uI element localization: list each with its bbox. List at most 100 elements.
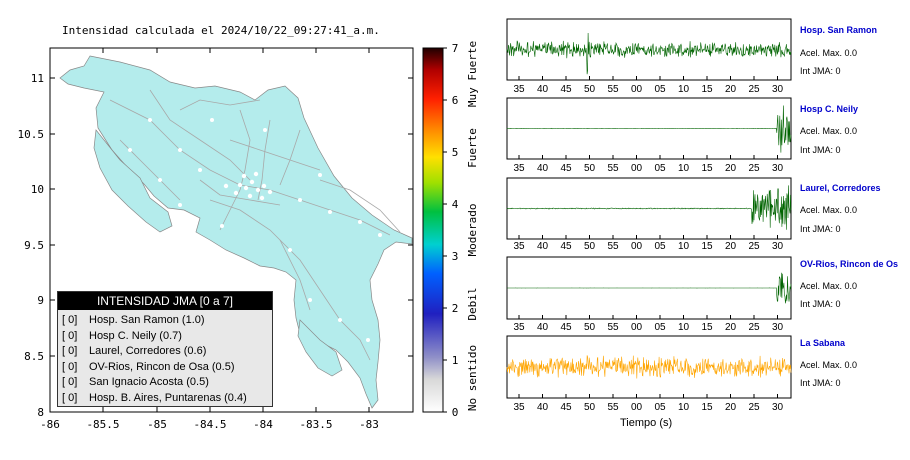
waveform-tick-label: 25 xyxy=(748,241,760,252)
y-tick-label: 11 xyxy=(31,72,44,85)
waveform-tick-label: 30 xyxy=(772,322,784,333)
legend-header: INTENSIDAD JMA [0 a 7] xyxy=(58,292,272,310)
legend-item: [ 0] Hosp. B. Aires, Puntarenas (0.4) xyxy=(62,391,247,404)
waveform-tick-label: 55 xyxy=(607,241,619,252)
waveform-tick-label: 35 xyxy=(513,163,525,174)
y-tick-label: 9 xyxy=(37,294,44,307)
colorbar-tick-label: 6 xyxy=(452,94,459,107)
station-name: Hosp C. Neily xyxy=(800,104,859,114)
waveform-tick-label: 45 xyxy=(560,402,572,413)
station-accel: Acel. Max. 0.0 xyxy=(800,360,858,370)
waveform-tick-label: 00 xyxy=(631,322,643,333)
x-tick-label: -83.5 xyxy=(299,418,332,431)
waveform-tick-label: 10 xyxy=(678,163,690,174)
x-tick-label: -84.5 xyxy=(193,418,226,431)
station-jma: Int JMA: 0 xyxy=(800,299,841,309)
waveform-tick-label: 40 xyxy=(537,402,549,413)
waveform-tick-label: 00 xyxy=(631,402,643,413)
station-jma: Int JMA: 0 xyxy=(800,378,841,388)
colorbar-tick-label: 3 xyxy=(452,250,459,263)
colorbar-category-label: Debil xyxy=(466,287,479,320)
legend-item: [ 0] OV-Rios, Rincon de Osa (0.5) xyxy=(62,360,235,373)
colorbar-tick-label: 2 xyxy=(452,302,459,315)
waveform-tick-label: 10 xyxy=(678,402,690,413)
waveform-tick-label: 25 xyxy=(748,163,760,174)
station-accel: Acel. Max. 0.0 xyxy=(800,48,858,58)
waveform-tick-label: 55 xyxy=(607,163,619,174)
legend-item: [ 0] Hosp C. Neily (0.7) xyxy=(62,329,182,342)
waveform-tick-label: 10 xyxy=(678,241,690,252)
waveform-tick-label: 05 xyxy=(654,84,666,95)
station-name: La Sabana xyxy=(800,338,846,348)
waveform-tick-label: 40 xyxy=(537,84,549,95)
map-title: Intensidad calculada el 2024/10/22_09:27… xyxy=(62,24,380,37)
x-tick-label: -85.5 xyxy=(86,418,119,431)
waveform-tick-label: 20 xyxy=(725,322,737,333)
waveform-tick-label: 30 xyxy=(772,241,784,252)
osa-peninsula xyxy=(297,319,343,377)
waveform-tick-label: 50 xyxy=(584,84,596,95)
waveform-tick-label: 30 xyxy=(772,163,784,174)
y-tick-label: 8.5 xyxy=(24,350,44,363)
waveform-tick-label: 20 xyxy=(725,402,737,413)
waveform-tick-label: 10 xyxy=(678,84,690,95)
waveform-tick-label: 20 xyxy=(725,163,737,174)
legend-item: [ 0] San Ignacio Acosta (0.5) xyxy=(62,376,209,388)
legend-item: [ 0] Hosp. San Ramon (1.0) xyxy=(62,314,205,326)
waveform-tick-label: 15 xyxy=(701,84,713,95)
waveform-tick-label: 35 xyxy=(513,322,525,333)
waveform-trace xyxy=(506,185,792,230)
station-accel: Acel. Max. 0.0 xyxy=(800,281,858,291)
x-tick-label: -86 xyxy=(40,418,60,431)
station-name: Hosp. San Ramon xyxy=(800,25,878,35)
station-accel: Acel. Max. 0.0 xyxy=(800,126,858,136)
map-y-axis: 11 10.5 10 9.5 9 8.5 8 xyxy=(18,72,413,419)
waveform-tick-label: 45 xyxy=(560,322,572,333)
waveform-tick-label: 15 xyxy=(701,163,713,174)
waveform-tick-label: 10 xyxy=(678,322,690,333)
colorbar-tick-label: 0 xyxy=(452,406,459,419)
waveform-tick-label: 50 xyxy=(584,402,596,413)
waveform-tick-label: 55 xyxy=(607,322,619,333)
waveform-tick-label: 05 xyxy=(654,241,666,252)
y-tick-label: 9.5 xyxy=(24,239,44,252)
colorbar-categories: Muy Fuerte Fuerte Moderado Debil No sentido xyxy=(466,41,479,411)
waveform-tick-label: 00 xyxy=(631,163,643,174)
waveform-tick-label: 45 xyxy=(560,84,572,95)
intensity-legend: INTENSIDAD JMA [0 a 7] [ 0] Hosp. San Ram… xyxy=(57,291,273,407)
colorbar-tick-label: 1 xyxy=(452,354,459,367)
waveform-tick-label: 50 xyxy=(584,322,596,333)
station-name: OV-Rios, Rincon de Os xyxy=(800,259,899,269)
waveform-tick-label: 40 xyxy=(537,241,549,252)
x-tick-label: -84 xyxy=(253,418,273,431)
waveform-tick-label: 40 xyxy=(537,322,549,333)
colorbar-category-label: No sentido xyxy=(466,345,479,411)
waveform-tick-label: 50 xyxy=(584,241,596,252)
waveform-tick-label: 20 xyxy=(725,84,737,95)
colorbar-category-label: Fuerte xyxy=(466,128,479,168)
waveform-tick-label: 05 xyxy=(654,322,666,333)
waveform-tick-label: 40 xyxy=(537,163,549,174)
waveform-tick-label: 30 xyxy=(772,402,784,413)
waveform-tick-label: 15 xyxy=(701,241,713,252)
waveform-tick-label: 00 xyxy=(631,84,643,95)
colorbar-category-label: Moderado xyxy=(466,204,479,257)
waveform-tick-label: 45 xyxy=(560,241,572,252)
road-network xyxy=(109,89,401,361)
station-jma: Int JMA: 0 xyxy=(800,66,841,76)
intensity-colorbar xyxy=(422,47,444,413)
waveform-tick-label: 05 xyxy=(654,402,666,413)
colorbar-tick-label: 5 xyxy=(452,146,459,159)
waveform-trace xyxy=(506,105,792,153)
colorbar-tick-label: 7 xyxy=(452,42,459,55)
waveform-trace xyxy=(506,355,792,379)
waveform-tick-label: 00 xyxy=(631,241,643,252)
map-x-axis: -86 -85.5 -85 -84.5 -84 -83.5 -83 xyxy=(40,48,379,431)
station-jma: Int JMA: 0 xyxy=(800,145,841,155)
colorbar-tick-label: 4 xyxy=(452,198,459,211)
colorbar-ticks: 7 6 5 4 3 2 1 0 xyxy=(443,42,459,419)
waveform-tick-label: 45 xyxy=(560,163,572,174)
legend-item: [ 0] Laurel, Corredores (0.6) xyxy=(62,345,207,357)
station-jma: Int JMA: 0 xyxy=(800,224,841,234)
